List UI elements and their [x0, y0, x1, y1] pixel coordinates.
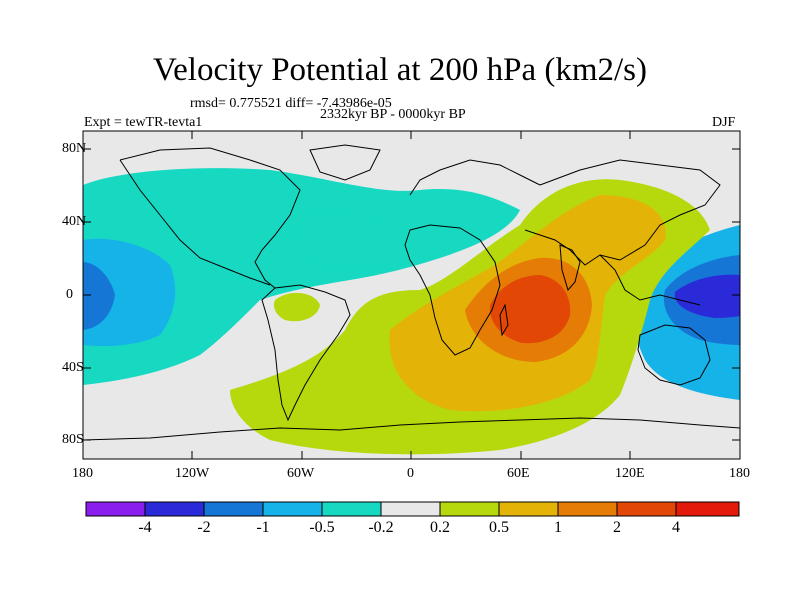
- coast-greenland: [309, 144, 381, 181]
- coast-north-america-west: [119, 159, 271, 286]
- contour-field: [83, 131, 740, 459]
- colorbar-label: -2: [197, 519, 211, 536]
- colorbar-label: 1: [554, 519, 562, 536]
- season-text: DJF: [712, 115, 736, 130]
- coastlines: [83, 144, 740, 441]
- lon-tick-label: 120E: [615, 466, 645, 481]
- colorbar-label: 0.5: [489, 519, 509, 536]
- lat-tick-label: 80S: [62, 432, 84, 447]
- negative-region-east-core: [674, 274, 740, 318]
- coast-north-america: [119, 147, 301, 289]
- colorbar-box: [439, 501, 500, 517]
- lat-tick-label: 80N: [62, 141, 87, 156]
- coast-europe: [409, 159, 541, 196]
- negative-region-north-inner: [295, 213, 403, 271]
- colorbar-label: -0.2: [368, 519, 394, 536]
- colorbar-box: [498, 501, 559, 517]
- colorbar-label: -1: [256, 519, 270, 536]
- colorbar-box: [144, 501, 205, 517]
- coast-india: [559, 244, 581, 292]
- page-title: Velocity Potential at 200 hPa (km2/s): [152, 52, 648, 88]
- negative-region-west: [83, 168, 520, 385]
- negative-region-west-core: [83, 262, 115, 330]
- lon-tick-label: 120W: [175, 466, 210, 481]
- axis-ticks: [82, 131, 741, 459]
- lat-tick-label: 40N: [62, 214, 87, 229]
- colorbar-box: [675, 501, 740, 517]
- colorbar-box: [203, 501, 264, 517]
- colorbar: [85, 501, 740, 517]
- lon-tick-label: 180: [729, 466, 750, 481]
- negative-region-west-inner: [83, 238, 176, 347]
- coast-southeast-asia: [599, 254, 701, 306]
- colorbar-label: -4: [138, 519, 152, 536]
- positive-region-south-america: [273, 292, 320, 322]
- coast-australia: [637, 324, 711, 386]
- colorbar-box: [616, 501, 677, 517]
- stats-text: rmsd= 0.775521 diff= -7.43986e-05: [190, 96, 392, 111]
- lon-tick-label: 60E: [507, 466, 530, 481]
- colorbar-box: [557, 501, 618, 517]
- colorbar-box: [262, 501, 323, 517]
- colorbar-box: [380, 501, 441, 517]
- lat-tick-label: 40S: [62, 360, 84, 375]
- colorbar-label: 2: [613, 519, 621, 536]
- coast-madagascar: [499, 303, 509, 337]
- positive-region-max: [489, 275, 571, 344]
- colorbar-box: [85, 501, 146, 517]
- lon-tick-label: 0: [407, 466, 414, 481]
- lon-tick-label: 180: [72, 466, 93, 481]
- colorbar-label: 0.2: [430, 519, 450, 536]
- coast-south-america: [261, 284, 351, 422]
- period-text: 2332kyr BP - 0000kyr BP: [320, 107, 466, 122]
- lon-tick-label: 60W: [287, 466, 315, 481]
- colorbar-label: 4: [672, 519, 680, 536]
- experiment-text: Expt = tewTR-tevta1: [84, 115, 203, 130]
- lat-tick-label: 0: [66, 287, 73, 302]
- coast-africa: [404, 224, 501, 356]
- coast-antarctica: [83, 417, 740, 441]
- colorbar-box: [321, 501, 382, 517]
- colorbar-label: -0.5: [309, 519, 335, 536]
